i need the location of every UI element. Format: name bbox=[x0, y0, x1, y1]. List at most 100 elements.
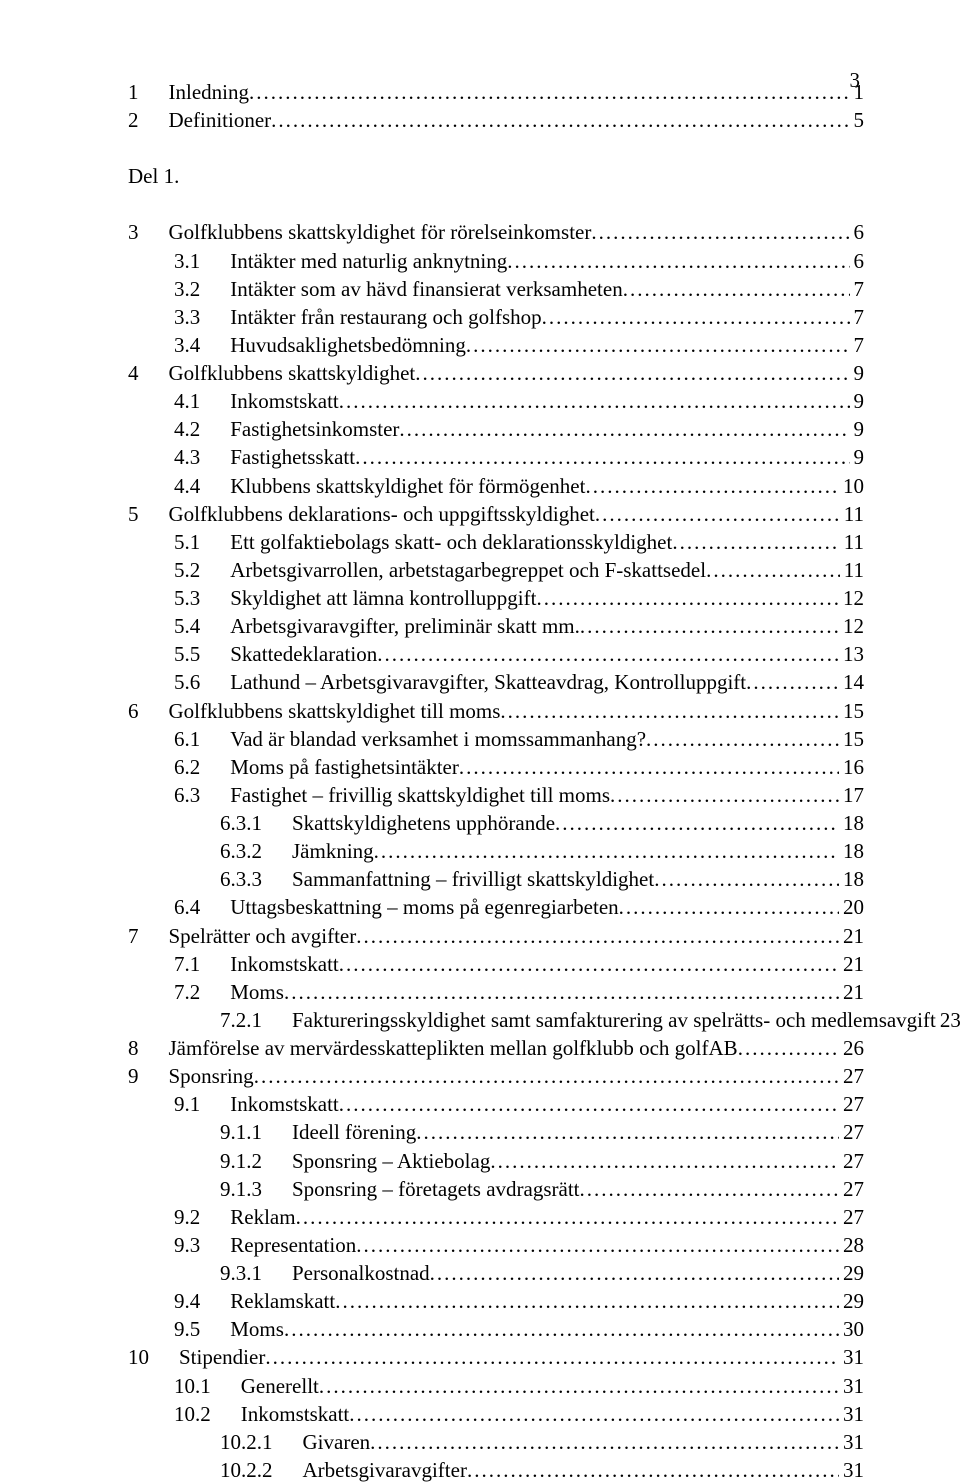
toc-entry-page: 31 bbox=[839, 1456, 864, 1484]
toc-entry-title: Faktureringsskyldighet samt samfaktureri… bbox=[292, 1006, 936, 1034]
toc-entry-page: 21 bbox=[839, 950, 864, 978]
toc-entry-title: Moms bbox=[230, 1315, 284, 1343]
toc-entry-page: 9 bbox=[850, 415, 865, 443]
toc-entry-title: Moms bbox=[230, 978, 284, 1006]
toc-entry-title: Spelrätter och avgifter bbox=[169, 922, 357, 950]
toc-leader-dots: ........................................… bbox=[646, 725, 839, 753]
toc-entry-number: 9.3.1 bbox=[220, 1259, 262, 1287]
toc-entry-number: 5 bbox=[128, 500, 139, 528]
toc-entry: 6.1 Vad är blandad verksamhet i momssamma… bbox=[128, 725, 864, 753]
toc-leader-dots: ........................................… bbox=[430, 1259, 839, 1287]
toc-entry-number: 9.5 bbox=[174, 1315, 200, 1343]
toc-entry-page: 7 bbox=[850, 303, 865, 331]
toc-entry-title: Arbetsgivaravgifter bbox=[303, 1456, 467, 1484]
toc-entry-title: Jämkning bbox=[292, 837, 374, 865]
toc-entry: 1Inledning..............................… bbox=[128, 78, 864, 106]
toc-entry: 9Sponsring..............................… bbox=[128, 1062, 864, 1090]
toc-entry: 9.1.1Ideell förening....................… bbox=[128, 1118, 864, 1146]
toc-entry: 5.3Skyldighet att lämna kontrolluppgift.… bbox=[128, 584, 864, 612]
toc-entry-title: Ideell förening bbox=[292, 1118, 416, 1146]
toc-entry: 9.1Inkomstskatt.........................… bbox=[128, 1090, 864, 1118]
toc-entry-title: Sammanfattning – frivilligt skattskyldig… bbox=[292, 865, 654, 893]
toc-entry-number: 9.1.2 bbox=[220, 1147, 262, 1175]
toc-entry-title: Skattskyldighetens upphörande bbox=[292, 809, 555, 837]
section-title: Del 1. bbox=[128, 162, 864, 190]
toc-entry: 9.4Reklamskatt..........................… bbox=[128, 1287, 864, 1315]
toc-entry-page: 27 bbox=[839, 1090, 864, 1118]
toc-entry-page: 10 bbox=[839, 472, 864, 500]
toc-entry: 5.2Arbetsgivarrollen, arbetstagarbegrepp… bbox=[128, 556, 864, 584]
toc-entry-title: Intäkter från restaurang och golfshop bbox=[230, 303, 541, 331]
toc-entry-page: 27 bbox=[839, 1203, 864, 1231]
toc-leader-dots: ........................................… bbox=[370, 1428, 839, 1456]
toc-entry-number: 10.2.1 bbox=[220, 1428, 273, 1456]
toc-leader-dots: ........................................… bbox=[377, 640, 839, 668]
toc-entry-number: 3.4 bbox=[174, 331, 200, 359]
toc-entry: 7.2.1Faktureringsskyldighet samt samfakt… bbox=[128, 1006, 864, 1034]
toc-entry: 6.2Moms på fastighetsintäkter...........… bbox=[128, 753, 864, 781]
toc-entry: 8Jämförelse av mervärdesskatteplikten me… bbox=[128, 1034, 864, 1062]
toc-entry-number: 3.3 bbox=[174, 303, 200, 331]
toc-entry: 9.2Reklam...............................… bbox=[128, 1203, 864, 1231]
toc-entry: 10.2.1Givaren...........................… bbox=[128, 1428, 864, 1456]
toc-entry: 4.4Klubbens skattskyldighet för förmögen… bbox=[128, 472, 864, 500]
toc-entry-title: Inkomstskatt bbox=[230, 1090, 339, 1118]
toc-entry: 7Spelrätter och avgifter................… bbox=[128, 922, 864, 950]
toc-entry-title: Inkomstskatt bbox=[230, 950, 339, 978]
toc-entry-number: 6.3.1 bbox=[220, 809, 262, 837]
toc-entry-title: Stipendier bbox=[179, 1343, 265, 1371]
toc-entry-page: 13 bbox=[839, 640, 864, 668]
toc-entry-number: 7.2.1 bbox=[220, 1006, 262, 1034]
toc-entry-page: 28 bbox=[839, 1231, 864, 1259]
toc-leader-dots: ........................................… bbox=[249, 78, 850, 106]
toc-entry-number: 7 bbox=[128, 922, 139, 950]
toc-entry-title: Ett golfaktiebolags skatt- och deklarati… bbox=[230, 528, 672, 556]
toc-entry: 10.2Inkomstskatt........................… bbox=[128, 1400, 864, 1428]
toc-entry-title: Sponsring – företagets avdragsrätt bbox=[292, 1175, 580, 1203]
toc-entry-page: 31 bbox=[839, 1343, 864, 1371]
toc-leader-dots: ........................................… bbox=[672, 528, 839, 556]
toc-entry-title: Intäkter som av hävd finansierat verksam… bbox=[230, 275, 622, 303]
toc-entry-number: 4.4 bbox=[174, 472, 200, 500]
toc-entry-number: 4.3 bbox=[174, 443, 200, 471]
toc-entry-title: Skyldighet att lämna kontrolluppgift bbox=[230, 584, 536, 612]
toc-leader-dots: ........................................… bbox=[580, 1175, 839, 1203]
toc-entry-title: Generellt bbox=[241, 1372, 319, 1400]
toc-entry-number: 3 bbox=[128, 218, 139, 246]
toc-leader-dots: ........................................… bbox=[619, 893, 839, 921]
toc-leader-dots: ........................................… bbox=[591, 218, 849, 246]
toc-entry-number: 5.6 bbox=[174, 668, 200, 696]
toc-entry-number: 4 bbox=[128, 359, 139, 387]
toc-entry-page: 18 bbox=[839, 865, 864, 893]
toc-entry-title: Fastighetsinkomster bbox=[230, 415, 399, 443]
toc-entry-number: 5.1 bbox=[174, 528, 200, 556]
toc-entry-number: 9 bbox=[128, 1062, 139, 1090]
toc-entry: 3.4Huvudsaklighetsbedömning.............… bbox=[128, 331, 864, 359]
toc-leader-dots: ........................................… bbox=[399, 415, 849, 443]
toc-entry-number: 10 bbox=[128, 1343, 149, 1371]
toc-entry-number: 5.3 bbox=[174, 584, 200, 612]
toc-entry-page: 9 bbox=[850, 387, 865, 415]
toc-leader-dots: ........................................… bbox=[555, 809, 839, 837]
toc-leader-dots: ........................................… bbox=[467, 1456, 839, 1484]
toc-leader-dots: ........................................… bbox=[542, 303, 850, 331]
toc-entry-number: 6.3.2 bbox=[220, 837, 262, 865]
toc-entry-number: 6.1 bbox=[174, 725, 200, 753]
toc-entry-number: 4.2 bbox=[174, 415, 200, 443]
toc-entry-number: 3.1 bbox=[174, 247, 200, 275]
toc-entry-number: 6.3.3 bbox=[220, 865, 262, 893]
toc-entry-title: Vad är blandad verksamhet i momssammanha… bbox=[230, 725, 646, 753]
toc-leader-dots: ........................................… bbox=[355, 443, 849, 471]
toc-entry-page: 15 bbox=[839, 725, 864, 753]
toc-entry-number: 9.1.1 bbox=[220, 1118, 262, 1146]
toc-entry-page: 30 bbox=[839, 1315, 864, 1343]
toc-entry: 2Definitioner...........................… bbox=[128, 106, 864, 134]
toc-entry-number: 4.1 bbox=[174, 387, 200, 415]
toc-leader-dots: ........................................… bbox=[271, 106, 849, 134]
toc-entry: 5.6Lathund – Arbetsgivaravgifter, Skatte… bbox=[128, 668, 864, 696]
toc-leader-dots: ........................................… bbox=[595, 500, 840, 528]
toc-entry-title: Reklam bbox=[230, 1203, 295, 1231]
toc-entry-number: 8 bbox=[128, 1034, 139, 1062]
toc-entry-title: Moms på fastighetsintäkter bbox=[230, 753, 459, 781]
toc-entry-title: Personalkostnad bbox=[292, 1259, 430, 1287]
